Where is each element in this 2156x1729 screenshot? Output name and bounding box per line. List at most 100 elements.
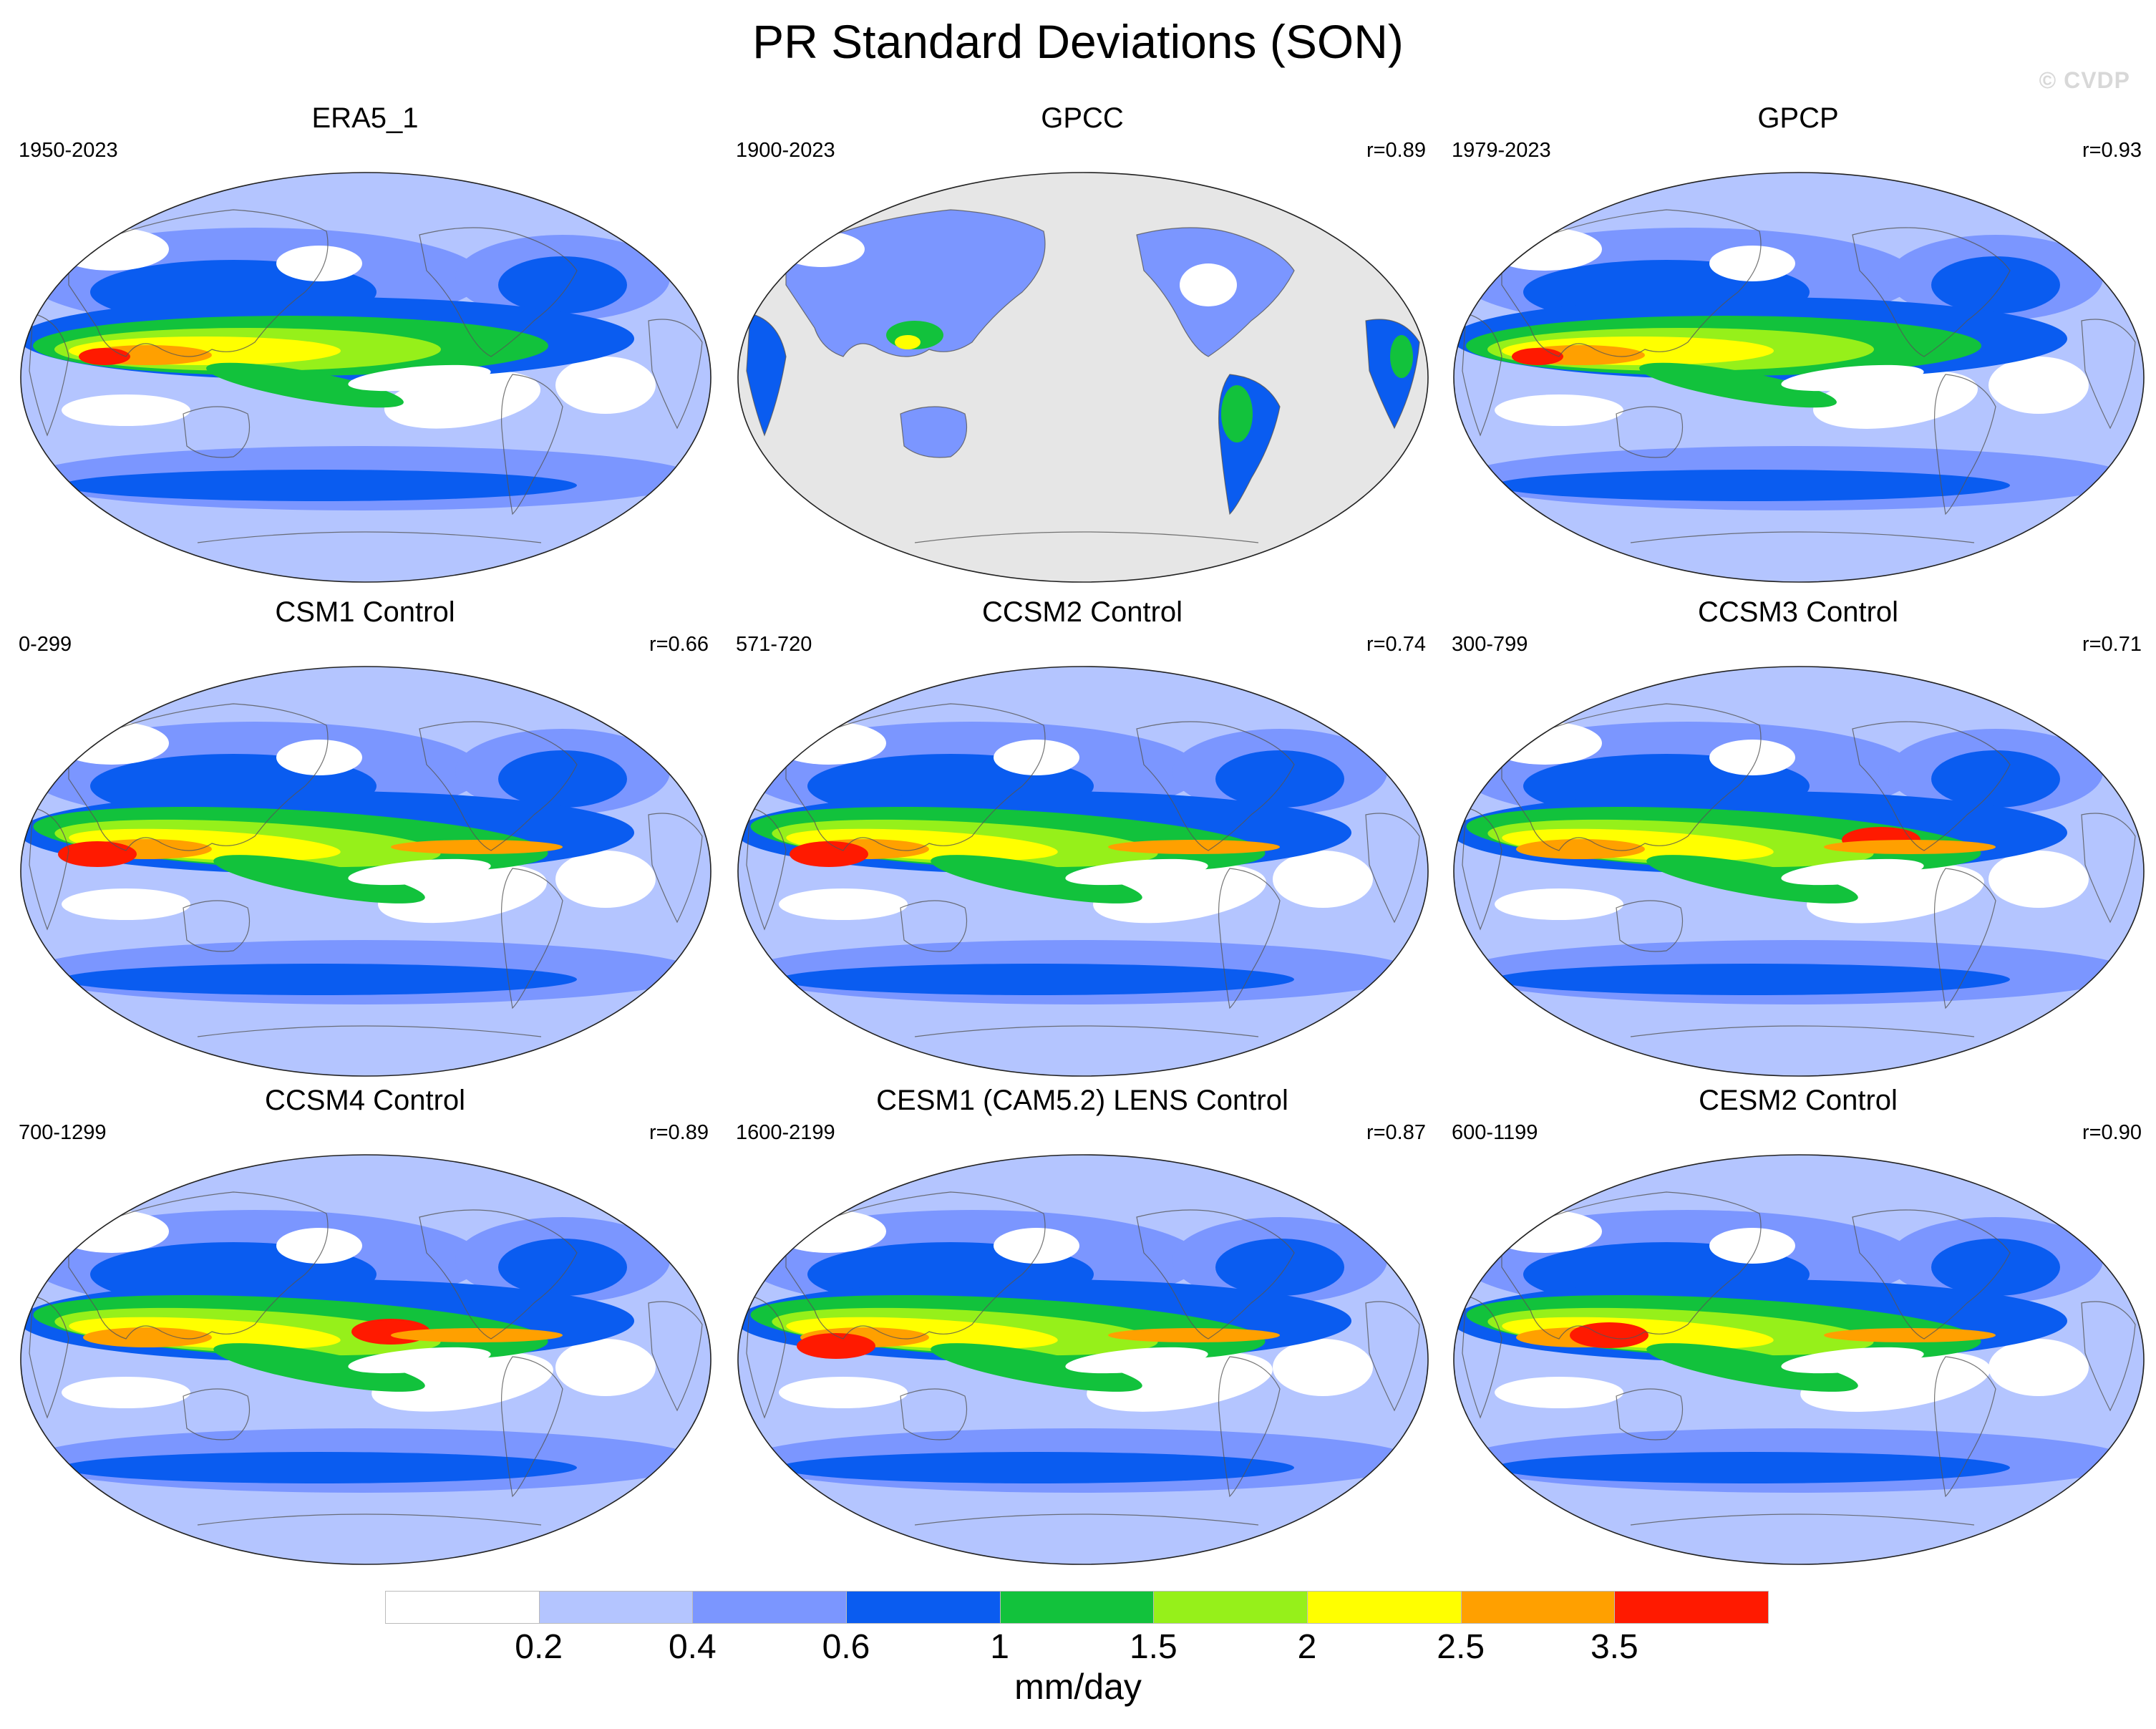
coastlines: [1462, 209, 2136, 543]
shaded-field: [1454, 173, 2144, 582]
coastline: [1852, 1209, 2011, 1340]
panel-correlation: r=0.87: [1366, 1121, 1426, 1144]
southern-ocean-core: [779, 1452, 1294, 1483]
panel-ccsm4: CCSM4 Control 700-1299 r=0.89: [7, 1083, 723, 1569]
panel-years: 700-1299: [19, 1121, 107, 1144]
maritime-continent-peak: [895, 335, 921, 349]
map-border: [20, 1154, 712, 1565]
panel-correlation: r=0.71: [2082, 633, 2142, 656]
coastlines: [746, 209, 1420, 543]
world-map-robinson: [1452, 170, 2146, 584]
coastline: [1616, 406, 1684, 458]
coastlines: [746, 703, 1420, 1037]
colorbar-tick-label: 1.5: [1129, 1628, 1177, 1666]
coastline: [1630, 1514, 1975, 1526]
dry-zone-north-africa: [772, 722, 886, 765]
map-svg: [1453, 666, 2145, 1077]
southern-ocean-core: [62, 964, 577, 995]
storm-track-atlantic-core: [1931, 256, 2060, 314]
shaded-field: [1454, 667, 2144, 1076]
shaded-field: [1454, 1155, 2144, 1564]
coastlines: [746, 1191, 1420, 1526]
spcz-band: [206, 362, 404, 408]
coastline: [785, 1191, 1046, 1340]
dry-zone-south-indian: [62, 888, 190, 920]
coastline: [1616, 1388, 1684, 1440]
panel-title: CSM1 Control: [275, 596, 455, 628]
coastline: [1501, 1191, 1762, 1340]
panel-title: CESM2 Control: [1699, 1085, 1898, 1116]
panel-ccsm2: CCSM2 Control 571-720 r=0.74: [724, 594, 1440, 1081]
dry-zone-south-indian: [1495, 1377, 1623, 1408]
shaded-field: [738, 1155, 1428, 1564]
coastline: [1136, 721, 1295, 851]
warm-pool-orange: [83, 1327, 212, 1347]
colorbar-swatch: [846, 1591, 1001, 1624]
colorbar-swatch: [1307, 1591, 1462, 1624]
dry-zone-north-africa: [54, 228, 169, 271]
dry-zone-north-pacific: [1709, 740, 1795, 775]
coastline: [29, 807, 69, 931]
map-border: [20, 666, 712, 1077]
dry-zone-south-atlantic: [1273, 1339, 1373, 1396]
coastlines: [29, 703, 703, 1037]
dry-land-region: [779, 231, 865, 267]
coastline: [1933, 1356, 1996, 1498]
coastlines: [29, 209, 703, 543]
coastline: [1136, 1209, 1295, 1340]
world-map-robinson: [736, 170, 1430, 584]
coastline: [419, 1209, 578, 1340]
amazon-variability: [1221, 385, 1253, 442]
coastline: [648, 1301, 703, 1412]
coastline: [1501, 703, 1762, 851]
land-precip: [747, 314, 786, 435]
storm-track-atlantic-core: [1215, 750, 1344, 808]
colorbar-tick-label: 0.6: [822, 1628, 870, 1666]
spcz-band: [1646, 855, 1858, 904]
panel-era5: ERA5_1 1950-2023: [7, 100, 723, 587]
dry-zone-south-indian: [779, 888, 908, 920]
panel-title: GPCC: [1041, 102, 1124, 134]
panel-years: 571-720: [736, 633, 812, 656]
storm-track-atlantic-core: [498, 256, 627, 314]
panel-years: 1600-2199: [736, 1121, 835, 1144]
map-svg: [737, 172, 1429, 583]
coastline: [419, 227, 578, 357]
dry-zone-north-africa: [1487, 722, 1602, 765]
panel-title: CCSM2 Control: [981, 596, 1183, 628]
southern-ocean-core: [62, 1452, 577, 1483]
coastline: [746, 807, 787, 931]
dry-tongue-east-pacific: [1781, 1347, 1924, 1374]
coastline: [900, 406, 968, 458]
panel-years: 1979-2023: [1452, 139, 1551, 162]
world-map-robinson: [1452, 664, 2146, 1078]
spcz-band: [213, 855, 425, 904]
colorbar-swatch: [999, 1591, 1155, 1624]
coastline: [29, 1295, 69, 1419]
storm-track-atlantic-core: [498, 750, 627, 808]
colorbar-swatch: [1614, 1591, 1769, 1624]
dry-zone-north-pacific: [994, 1228, 1079, 1264]
coastline: [1218, 868, 1281, 1009]
coastline: [1218, 1356, 1281, 1498]
dry-zone-south-atlantic: [1273, 851, 1373, 908]
dry-zone-south-atlantic: [555, 851, 656, 908]
land-precip: [900, 407, 967, 457]
map-svg: [1453, 172, 2145, 583]
southern-ocean-core: [1495, 964, 2010, 995]
storm-track-atlantic-core: [498, 1239, 627, 1296]
world-map-robinson: [736, 664, 1430, 1078]
panel-correlation: r=0.90: [2082, 1121, 2142, 1144]
dry-zone-north-pacific: [276, 246, 362, 281]
colorbar-swatch: [692, 1591, 847, 1624]
dry-zone-south-indian: [1495, 394, 1623, 426]
southern-ocean-core: [1495, 470, 2010, 501]
panel-years: 0-299: [19, 633, 72, 656]
panel-title: CCSM3 Control: [1697, 596, 1899, 628]
coastline: [1630, 531, 1975, 543]
coastline: [500, 868, 563, 1009]
map-svg: [20, 1154, 712, 1565]
coastline: [785, 209, 1046, 357]
map-svg: [20, 172, 712, 583]
dry-zone-south-indian: [62, 1377, 190, 1408]
